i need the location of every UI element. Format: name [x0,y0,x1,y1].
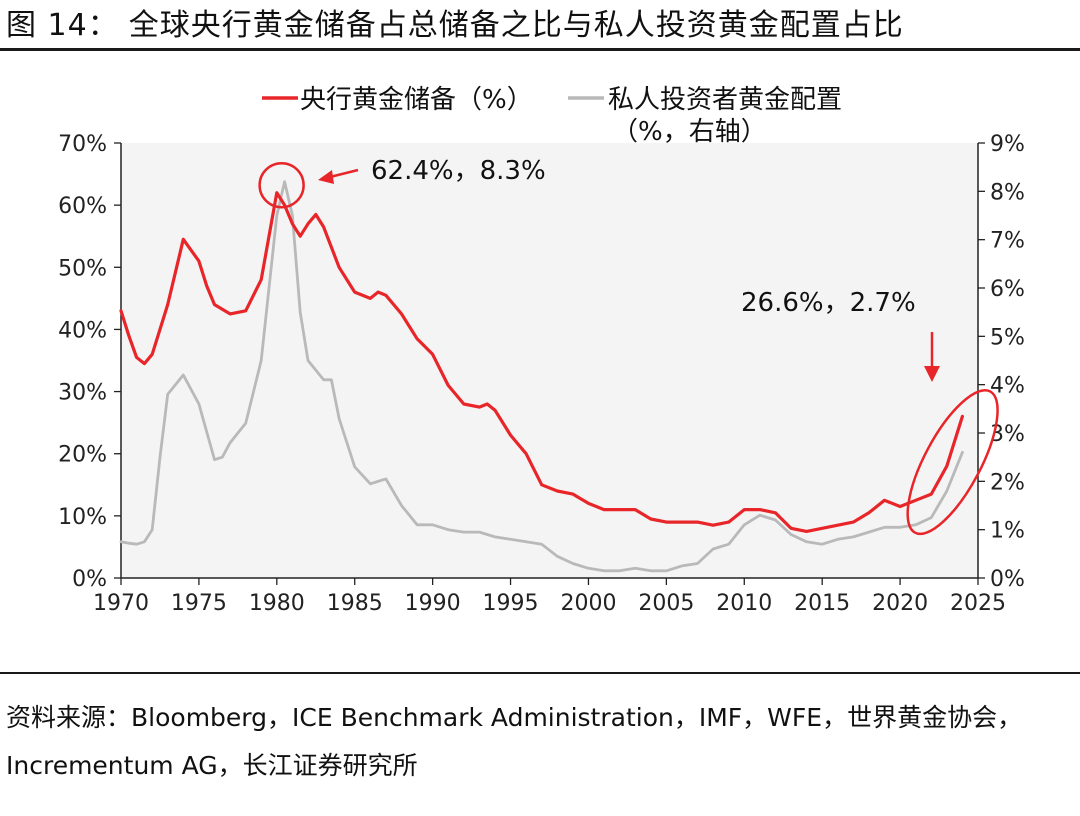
x-tick-label: 2005 [638,591,694,616]
y-right-tick-label: 6% [990,277,1025,302]
y-right-tick-label: 2% [990,470,1025,495]
x-tick-label: 2025 [950,591,1006,616]
y-left-tick-label: 60% [58,194,107,219]
chart-svg: 1970 1975 1980 1985 1990 1995 2000 2005 2010 2015… [58,85,1025,616]
x-tick-label: 2015 [794,591,850,616]
legend-label-central-bank: 央行黄金储备（%） [300,85,533,115]
series-line-central-bank [119,191,964,533]
source-note: 资料来源：Bloomberg，ICE Benchmark Administrat… [6,703,1023,780]
chart-area: 1970 1975 1980 1985 1990 1995 2000 2005 2010 2015… [0,56,1080,656]
x-tick-label: 1975 [171,591,227,616]
figure-title: 图 14： 全球央行黄金储备占总储备之比与私人投资黄金配置占比 [6,6,904,46]
y-right-tick-label: 9% [990,132,1025,157]
x-tick-label: 2000 [560,591,616,616]
y-right-tick-label: 0% [990,567,1025,592]
y-right-tick-label: 8% [990,180,1025,205]
y-right-tick-label: 5% [990,325,1025,350]
y-right-tick-label: 4% [990,374,1025,399]
legend-label-private-investor-suffix: （%，右轴） [612,117,767,147]
figure-label: 图 14： [6,8,119,43]
peak-arrow-head [318,170,334,184]
y-right-tick-label: 7% [990,229,1025,254]
series-line-private-investor [119,180,964,573]
x-tick-label: 2020 [872,591,928,616]
plot-area [121,143,978,578]
x-tick-label: 1985 [327,591,383,616]
y-left-tick-label: 30% [58,381,107,406]
bottom-rule [0,672,1080,674]
y-left-tick-label: 20% [58,443,107,468]
x-tick-label: 1995 [483,591,539,616]
recent-annotation-label: 26.6%，2.7% [741,288,916,318]
y-right-tick-label: 1% [990,519,1025,544]
y-left-tick-label: 0% [72,567,107,592]
y-left-tick-label: 40% [58,318,107,343]
y-left-tick-label: 70% [58,132,107,157]
recent-arrow-head [924,366,940,382]
x-tick-label: 1980 [249,591,305,616]
x-tick-label: 1970 [93,591,149,616]
y-left-tick-label: 10% [58,505,107,530]
recent-highlight-ellipse [906,388,999,536]
peak-highlight-circle [258,161,305,209]
figure-title-text: 全球央行黄金储备占总储备之比与私人投资黄金配置占比 [128,8,904,43]
x-tick-label: 1990 [405,591,461,616]
top-rule [0,48,1080,51]
y-left-tick-label: 50% [58,256,107,281]
x-tick-label: 2010 [716,591,772,616]
peak-annotation-label: 62.4%，8.3% [371,156,546,186]
legend-label-private-investor: 私人投资者黄金配置 [608,85,842,115]
